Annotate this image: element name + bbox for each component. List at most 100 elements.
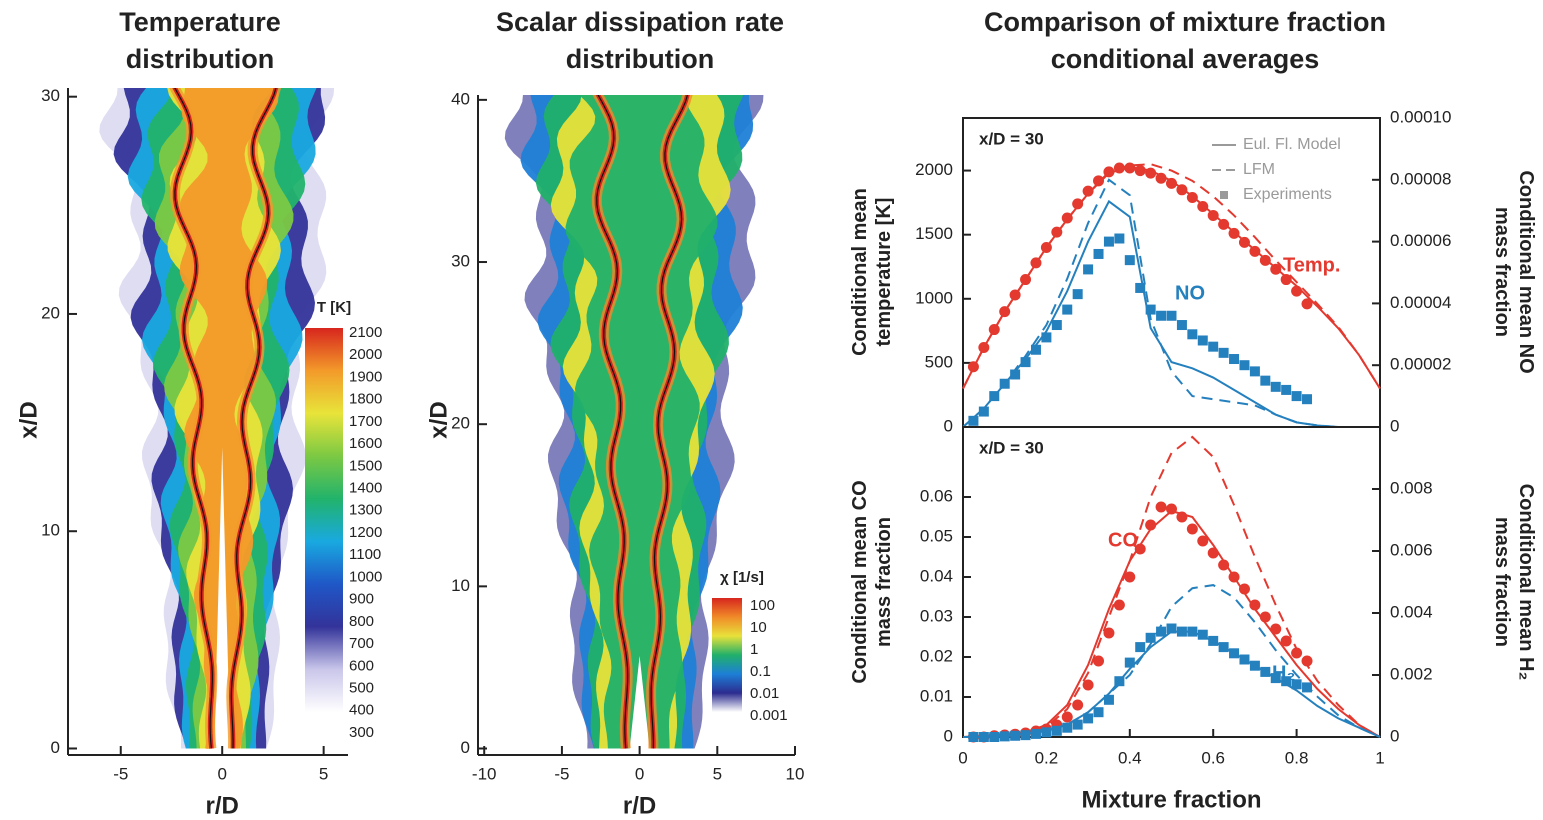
experiment-point xyxy=(1093,655,1105,667)
experiment-point xyxy=(1020,730,1031,741)
experiment-point xyxy=(1135,282,1146,293)
colorbar-tick-label: 1900 xyxy=(349,368,382,385)
experiment-point xyxy=(1228,571,1240,583)
flame-sheet xyxy=(174,88,213,749)
experiment-point xyxy=(1260,666,1271,677)
experiment-point xyxy=(1281,384,1292,395)
experiment-point xyxy=(1113,599,1125,611)
experiment-point xyxy=(1093,175,1105,187)
experiment-point xyxy=(1134,543,1146,555)
experiment-point xyxy=(1093,707,1104,718)
experiment-point xyxy=(1229,354,1240,365)
experiment-point xyxy=(1260,375,1271,386)
line xyxy=(962,178,1380,428)
experiment-point xyxy=(1259,611,1271,623)
experiment-point xyxy=(1010,730,1021,741)
series-label: NO xyxy=(1175,282,1205,304)
experiment-point xyxy=(1103,694,1114,705)
experiment-point xyxy=(1166,503,1177,515)
legend-label: Experiments xyxy=(1243,186,1332,203)
colorbar-tick-label: 800 xyxy=(349,613,374,630)
line xyxy=(963,630,1381,738)
y-tick-label: 0.01 xyxy=(920,686,953,705)
experiment-point xyxy=(1083,264,1094,275)
colorbar-tick-label: 1700 xyxy=(349,413,382,430)
y-tick-label: 0.04 xyxy=(920,566,953,585)
experiment-point xyxy=(1186,523,1198,535)
experiment-point xyxy=(1301,655,1313,667)
experiment-point xyxy=(1186,191,1198,203)
experiment-point xyxy=(978,342,990,354)
x-tick-label: 1 xyxy=(1375,748,1384,767)
experiment-point xyxy=(1103,627,1115,639)
experiment-point xyxy=(1010,369,1021,380)
experiment-point xyxy=(1103,236,1114,247)
experiment-point xyxy=(1291,679,1302,690)
experiment-point xyxy=(989,391,1000,402)
experiment-point xyxy=(1062,304,1073,315)
experiment-point xyxy=(968,732,979,742)
experiment-point xyxy=(1113,162,1125,174)
legend-label: Eul. Fl. Model xyxy=(1243,136,1341,153)
y-axis-label: x/D xyxy=(425,401,452,438)
experiment-point xyxy=(1291,647,1303,659)
experiment-point xyxy=(1062,722,1073,733)
experiment-point xyxy=(1155,172,1167,184)
x-tick-label: 0.6 xyxy=(1201,748,1225,767)
y2-tick-label: 0.006 xyxy=(1390,540,1433,559)
experiment-point xyxy=(1270,381,1281,392)
experiment-point xyxy=(999,731,1010,742)
experiment-point xyxy=(1082,679,1094,691)
experiment-point xyxy=(1197,200,1209,212)
experiment-point xyxy=(1156,626,1167,637)
x-tick-label: 0.8 xyxy=(1285,748,1309,767)
field-core xyxy=(214,447,231,749)
experiment-point xyxy=(1197,535,1209,547)
experiment-point xyxy=(968,415,979,426)
experiment-point xyxy=(1009,289,1021,301)
x-tick-label: -10 xyxy=(472,764,497,783)
x-tick-label: 0.2 xyxy=(1035,748,1059,767)
experiment-point xyxy=(1238,236,1250,248)
experiment-point xyxy=(1291,285,1303,297)
experiment-point xyxy=(1093,248,1104,259)
experiment-point xyxy=(1166,623,1177,634)
experiment-point xyxy=(1249,660,1260,671)
colorbar xyxy=(712,598,742,712)
experiment-point xyxy=(1280,635,1292,647)
y-tick-label: 0.02 xyxy=(920,646,953,665)
chart-title: Scalar dissipation rate distribution xyxy=(495,7,785,74)
experiment-point xyxy=(1187,626,1198,637)
experiment-point xyxy=(1249,245,1261,257)
experiment-point xyxy=(1176,626,1187,637)
y2-tick-label: 0 xyxy=(1390,726,1399,745)
x-tick-label: 5 xyxy=(713,764,722,783)
colorbar-tick-label: 1500 xyxy=(349,457,382,474)
colorbar-tick-label: 1 xyxy=(750,641,758,658)
x-tick-label: 0 xyxy=(217,764,226,783)
experiment-point xyxy=(1259,254,1271,266)
experiment-point xyxy=(1114,676,1125,687)
experiment-point xyxy=(1041,332,1052,343)
y2-tick-label: 0.008 xyxy=(1390,478,1433,497)
x-tick-label: 0 xyxy=(958,748,967,767)
colorbar-tick-label: 300 xyxy=(349,724,374,741)
experiment-point xyxy=(1072,289,1083,300)
colorbar-tick-label: 100 xyxy=(750,597,775,614)
experiment-point xyxy=(1239,654,1250,665)
y2-axis-label: Conditional mean H₂ mass fraction xyxy=(1491,483,1537,681)
line xyxy=(962,435,1381,738)
experiment-point xyxy=(1083,713,1094,724)
y2-tick-label: 0.00008 xyxy=(1390,169,1451,188)
y-axis-label: Conditional mean CO mass fraction xyxy=(849,480,895,684)
flame-sheet xyxy=(650,95,689,749)
experiment-point xyxy=(1239,360,1250,371)
experiment-point xyxy=(1229,648,1240,659)
y-tick-label: 30 xyxy=(41,86,60,105)
contour-field xyxy=(99,88,335,749)
x-tick-label: 5 xyxy=(319,764,328,783)
experiment-point xyxy=(1218,218,1230,230)
experiment-point xyxy=(1072,198,1084,210)
